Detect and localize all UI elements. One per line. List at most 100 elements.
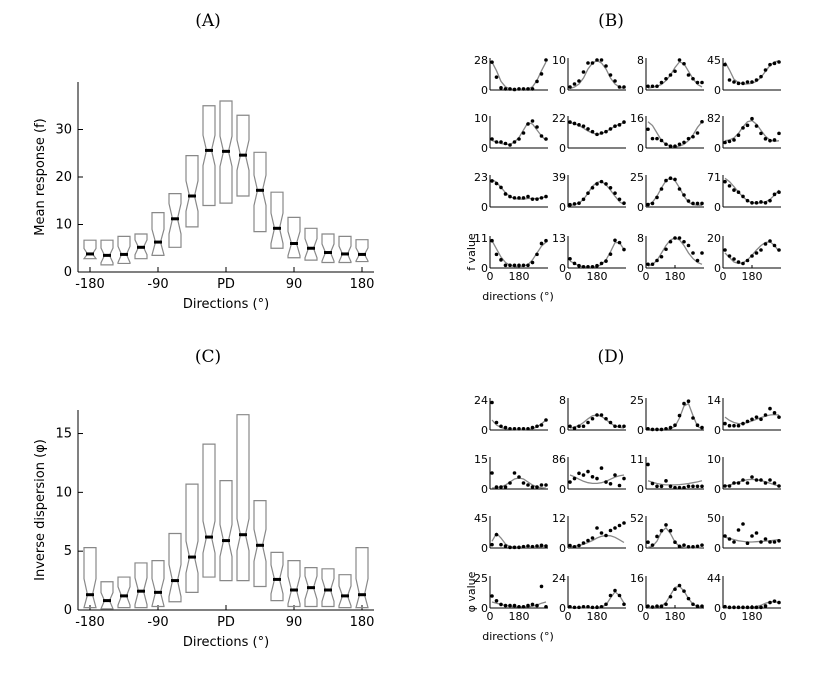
subplot: 25 0 bbox=[630, 394, 704, 437]
data-point bbox=[590, 605, 595, 610]
data-point bbox=[535, 544, 539, 548]
subplot-ymin-label: 0 bbox=[637, 542, 644, 555]
data-point bbox=[686, 243, 691, 248]
data-point bbox=[586, 265, 590, 269]
subplot-x-tick-label: 0 bbox=[720, 270, 727, 283]
data-point bbox=[539, 423, 544, 427]
data-point bbox=[677, 187, 682, 191]
data-point bbox=[544, 483, 548, 487]
data-point bbox=[777, 484, 781, 488]
data-point bbox=[503, 485, 508, 489]
data-point bbox=[750, 80, 754, 84]
fit-curve bbox=[569, 241, 625, 268]
data-point bbox=[677, 236, 682, 240]
data-point bbox=[512, 263, 517, 268]
subplot-x-tick-label: 0 bbox=[565, 270, 572, 283]
subplot: 13 00 180 bbox=[552, 232, 626, 283]
data-point bbox=[499, 258, 503, 262]
data-point bbox=[759, 417, 763, 422]
data-point bbox=[490, 137, 494, 141]
subplot: 82 0 bbox=[707, 112, 781, 155]
fit-curve bbox=[569, 59, 625, 90]
subplot-ymin-label: 0 bbox=[637, 424, 644, 437]
data-point bbox=[490, 594, 494, 598]
data-point bbox=[586, 61, 590, 65]
data-point bbox=[727, 78, 732, 82]
data-point bbox=[668, 425, 673, 430]
subplot-ymin-label: 0 bbox=[559, 84, 566, 97]
data-point bbox=[581, 604, 586, 609]
subplot-ymin-label: 0 bbox=[559, 142, 566, 155]
data-point bbox=[772, 599, 777, 603]
data-point bbox=[772, 243, 777, 248]
box bbox=[321, 568, 335, 608]
data-point bbox=[530, 602, 535, 607]
data-point bbox=[499, 485, 503, 489]
subplot-ymin-label: 0 bbox=[559, 542, 566, 555]
data-point bbox=[544, 137, 548, 141]
data-point bbox=[499, 140, 503, 144]
data-point bbox=[677, 544, 682, 549]
data-point bbox=[490, 179, 494, 183]
box bbox=[134, 233, 148, 260]
data-point bbox=[539, 543, 544, 548]
data-point bbox=[544, 605, 548, 609]
subplot-ymax-label: 8 bbox=[559, 394, 566, 407]
data-point bbox=[736, 133, 741, 137]
subplot: 28 0 bbox=[474, 54, 548, 97]
data-point bbox=[691, 416, 695, 420]
data-point bbox=[512, 545, 517, 550]
data-point bbox=[599, 604, 604, 609]
data-point bbox=[768, 239, 772, 243]
data-point bbox=[727, 184, 732, 188]
data-point bbox=[664, 142, 668, 147]
subplot-x-tick-label: 0 bbox=[487, 270, 494, 283]
data-point bbox=[677, 58, 682, 62]
data-point bbox=[526, 603, 530, 608]
data-point bbox=[650, 262, 655, 267]
box bbox=[236, 414, 250, 582]
data-point bbox=[727, 423, 732, 428]
data-point bbox=[664, 76, 668, 81]
data-point bbox=[664, 602, 668, 607]
data-point bbox=[754, 251, 759, 255]
data-point bbox=[745, 123, 750, 128]
data-point bbox=[539, 196, 544, 200]
data-point bbox=[745, 419, 750, 424]
subplot-ymax-label: 45 bbox=[707, 54, 721, 67]
data-point bbox=[763, 481, 768, 485]
data-point bbox=[741, 605, 745, 610]
data-point bbox=[750, 116, 754, 121]
data-point bbox=[659, 604, 664, 608]
data-point bbox=[568, 480, 572, 484]
box bbox=[134, 562, 148, 609]
box bbox=[151, 212, 165, 256]
data-point bbox=[613, 473, 617, 477]
subplot-ymax-label: 11 bbox=[474, 232, 488, 245]
panel-c-boxplot: 0 5 10 15 -180 -90 PD 90 180 Directions (°) Invers… bbox=[33, 410, 374, 650]
data-point bbox=[521, 605, 526, 609]
data-point bbox=[736, 528, 741, 532]
data-point bbox=[521, 131, 526, 135]
y-tick-label: 15 bbox=[55, 427, 72, 442]
data-point bbox=[763, 200, 768, 205]
data-point bbox=[659, 254, 664, 259]
subplot-x-tick-label: 180 bbox=[742, 270, 763, 283]
x-tick-label: 180 bbox=[350, 615, 375, 630]
data-point bbox=[655, 258, 659, 263]
data-point bbox=[577, 605, 581, 610]
subplot-ymin-label: 0 bbox=[714, 84, 721, 97]
data-point bbox=[655, 604, 659, 608]
data-point bbox=[590, 61, 595, 65]
data-point bbox=[686, 484, 691, 489]
data-point bbox=[691, 484, 695, 489]
y-tick-label: 20 bbox=[55, 170, 72, 185]
x-tick-label: 90 bbox=[286, 615, 303, 630]
box bbox=[82, 239, 98, 260]
data-point bbox=[512, 426, 517, 431]
data-point bbox=[768, 600, 772, 605]
data-point bbox=[655, 484, 659, 489]
data-point bbox=[517, 87, 521, 91]
data-point bbox=[608, 481, 613, 486]
